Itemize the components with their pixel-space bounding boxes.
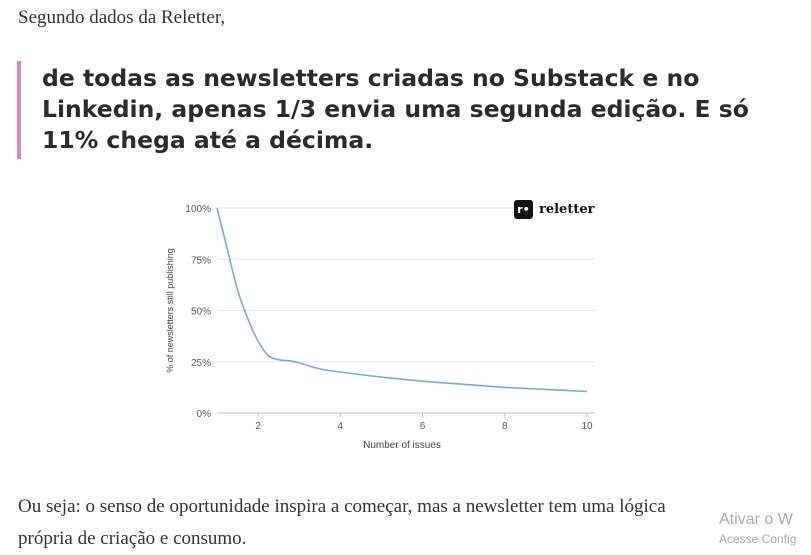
x-axis-title: Number of issues — [363, 440, 441, 451]
y-tick-label: 0% — [197, 409, 212, 420]
reletter-logo-icon: r• — [514, 199, 533, 219]
y-tick-label: 75% — [191, 255, 211, 266]
x-tick-label: 4 — [338, 421, 344, 432]
y-tick-label: 50% — [191, 307, 211, 318]
x-tick-label: 10 — [581, 421, 593, 432]
y-axis-title: % of newsletters still publishing — [165, 248, 175, 373]
x-tick-label: 8 — [502, 421, 508, 432]
watermark-title: Ativar o W — [719, 511, 793, 528]
y-tick-label: 100% — [185, 204, 211, 215]
windows-activation-watermark: Ativar o W Acesse Config — [719, 509, 796, 547]
x-tick-label: 6 — [420, 421, 426, 432]
blockquote-bar — [17, 61, 21, 159]
watermark-subtitle: Acesse Config — [719, 532, 797, 546]
intro-paragraph: Segundo dados da Reletter, — [18, 7, 226, 28]
chart-svg: 0% 25% 50% 75% 100% 2 4 6 8 10 Number of issues % o… — [165, 204, 595, 451]
chart-brand-name: reletter — [539, 201, 595, 217]
y-tick-label: 25% — [191, 358, 211, 369]
chart-brand: r• reletter — [514, 199, 594, 219]
x-tick-label: 2 — [255, 421, 261, 432]
chart: 0% 25% 50% 75% 100% 2 4 6 8 10 Number of issues % o… — [160, 190, 610, 460]
series-line — [216, 207, 588, 393]
outro-paragraph: Ou seja: o senso de oportunidade inspira… — [18, 496, 666, 549]
blockquote-text: de todas as newsletters criadas no Subst… — [42, 64, 749, 154]
